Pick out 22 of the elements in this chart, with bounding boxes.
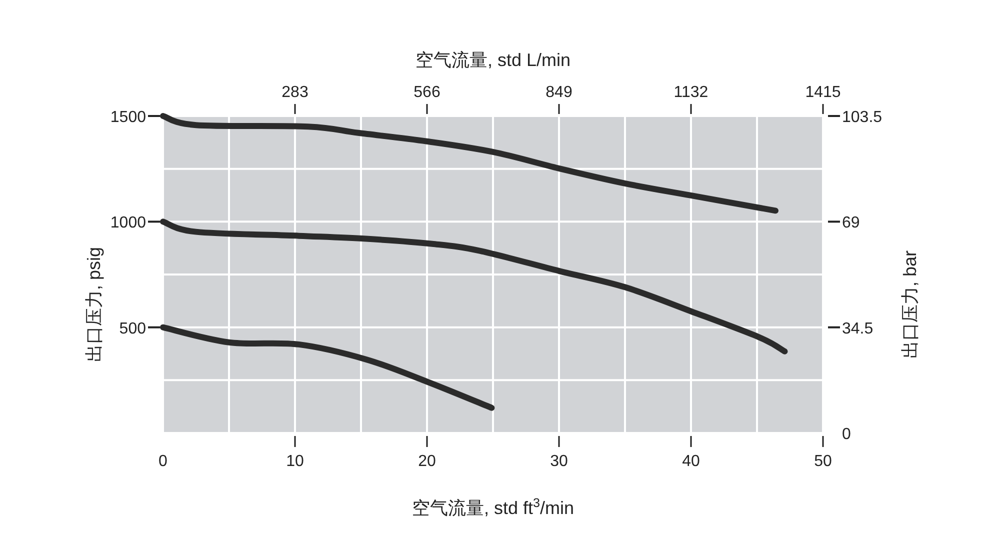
x-tick-label: 40 <box>682 453 700 470</box>
y-axis-title: 出口压力, psig <box>84 246 104 362</box>
x2-tick-label: 1415 <box>805 84 841 101</box>
x-tick-label: 20 <box>418 453 436 470</box>
y2-tick-label: 34.5 <box>842 320 874 338</box>
x2-axis-title: 空气流量, std L/min <box>415 50 571 70</box>
x-tick-label: 50 <box>814 453 832 470</box>
y2-tick-label: 69 <box>842 214 860 232</box>
y2-tick-label: 0 <box>842 426 851 443</box>
y-tick-label: 1500 <box>110 109 146 126</box>
x-axis-title: 空气流量, std ft$^{3}$/min <box>412 496 574 518</box>
x2-tick-label: 283 <box>282 84 308 101</box>
x2-tick-label: 566 <box>414 84 440 101</box>
x2-tick-label: 849 <box>546 84 572 101</box>
y-tick-label: 500 <box>119 320 146 338</box>
x-tick-label: 10 <box>286 453 304 470</box>
x-tick-label: 30 <box>550 453 568 470</box>
y-tick-label: 1000 <box>110 214 146 232</box>
x2-tick-label: 1132 <box>674 84 708 101</box>
y2-tick-label: 103.5 <box>842 109 882 126</box>
x-tick-label: 0 <box>158 453 168 470</box>
y2-axis-title: 出口压力, bar <box>900 250 920 359</box>
